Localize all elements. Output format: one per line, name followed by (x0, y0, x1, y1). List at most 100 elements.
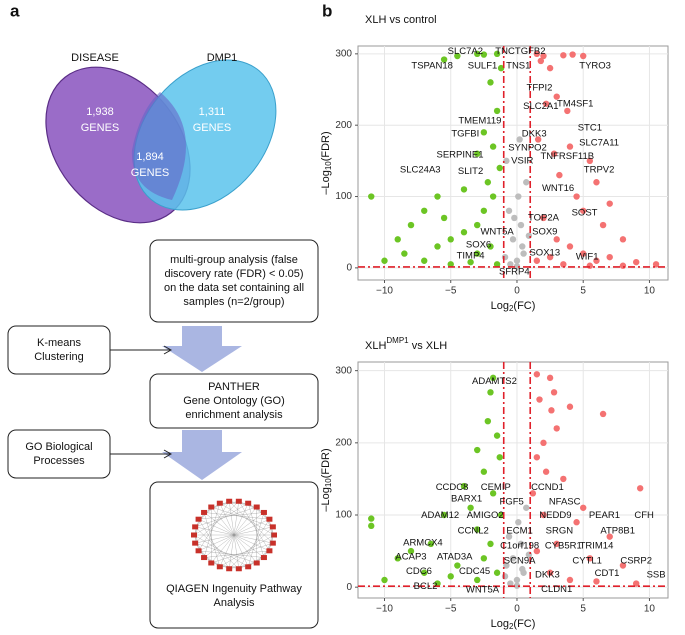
y-tick-label: 100 (335, 510, 352, 521)
point (493, 107, 501, 115)
gene-label: SLIT2 (458, 166, 483, 177)
x-tick-label: 5 (580, 286, 586, 297)
venn-count: 1,311 (199, 106, 226, 118)
side-text: Processes (33, 455, 85, 467)
gene-label: ACAP3 (395, 551, 426, 562)
point (474, 526, 481, 533)
point (440, 56, 448, 63)
venn-unit: GENES (81, 122, 120, 134)
network-edge (198, 501, 230, 551)
point (564, 107, 571, 115)
point (580, 52, 587, 60)
point (553, 236, 560, 243)
gene-label: PEAR1 (589, 510, 620, 521)
gene-label: ATP8B1 (600, 525, 635, 536)
gene-label: WNT5A (480, 227, 514, 238)
gene-label: FGF5 (500, 497, 524, 508)
step-text: discovery rate (FDR) < 0.05) (164, 268, 303, 280)
gene-label: CCND1 (531, 482, 564, 493)
point (394, 236, 401, 243)
gene-label: TM4SF1 (557, 98, 593, 109)
network-node (235, 498, 242, 504)
point (501, 253, 509, 261)
side-text: K-means (37, 337, 82, 349)
network-node (216, 500, 223, 506)
network-edge (195, 501, 239, 544)
network-edge (198, 512, 264, 520)
network-node (201, 555, 208, 561)
gene-label: CDC6 (406, 566, 432, 577)
point (407, 221, 415, 229)
point (533, 371, 541, 378)
point (487, 243, 494, 250)
y-tick-label: 0 (346, 582, 352, 593)
venn-label: DISEASE (71, 52, 119, 64)
point (569, 51, 576, 58)
x-tick-label: −10 (376, 286, 393, 297)
network-node (226, 566, 233, 572)
network-edge (248, 503, 270, 520)
point (540, 52, 547, 60)
point (573, 519, 580, 526)
point (523, 504, 530, 511)
gene-label: SLC2A1 (523, 101, 558, 112)
gene-label: SOX6 (466, 240, 491, 251)
gene-label: SRGN (546, 525, 574, 536)
side-text: Clustering (34, 351, 84, 363)
network-node (253, 560, 260, 566)
point (546, 374, 554, 382)
point (497, 511, 505, 519)
network-node (208, 504, 215, 510)
step-box (149, 239, 319, 323)
gene-label: ADAMTS2 (472, 376, 517, 387)
point (580, 207, 587, 214)
gene-label: WIF1 (576, 252, 599, 263)
point (533, 454, 541, 461)
point (460, 482, 468, 490)
point (619, 562, 627, 569)
step-box (149, 373, 319, 429)
network-node (260, 555, 267, 561)
point (484, 179, 492, 186)
point (560, 52, 567, 59)
network-node (245, 564, 252, 570)
gene-label: ARMCX4 (403, 538, 443, 549)
point (474, 50, 481, 58)
point (516, 136, 523, 143)
point (560, 261, 567, 268)
gene-label: SLC24A3 (400, 165, 441, 176)
point (507, 580, 514, 587)
network-node (216, 564, 223, 570)
point (487, 540, 494, 548)
point (533, 257, 541, 264)
gene-label: CDT1 (595, 568, 620, 579)
network-node (235, 566, 242, 572)
point (497, 64, 505, 72)
gene-label: WNT16 (542, 183, 574, 194)
point (493, 569, 501, 576)
point (636, 485, 644, 492)
point (542, 468, 550, 475)
point (381, 576, 388, 584)
gene-label: TNS1 (506, 60, 530, 71)
x-tick-label: −5 (445, 286, 457, 297)
gene-label: TSPAN18 (411, 60, 453, 71)
gene-label: CEMIP (481, 482, 511, 493)
point (474, 446, 481, 454)
point (480, 51, 488, 58)
gene-label: SLC7A2 (448, 46, 483, 57)
point (509, 236, 517, 243)
flow-arrow (162, 430, 242, 480)
point (513, 582, 521, 589)
point (606, 533, 613, 540)
network-edge (203, 503, 220, 558)
point (460, 229, 468, 236)
gene-label: TRPV2 (584, 165, 615, 176)
point (553, 425, 560, 432)
point (454, 52, 461, 60)
point (606, 253, 613, 261)
x-tick-label: 5 (580, 604, 586, 615)
point (511, 214, 518, 222)
